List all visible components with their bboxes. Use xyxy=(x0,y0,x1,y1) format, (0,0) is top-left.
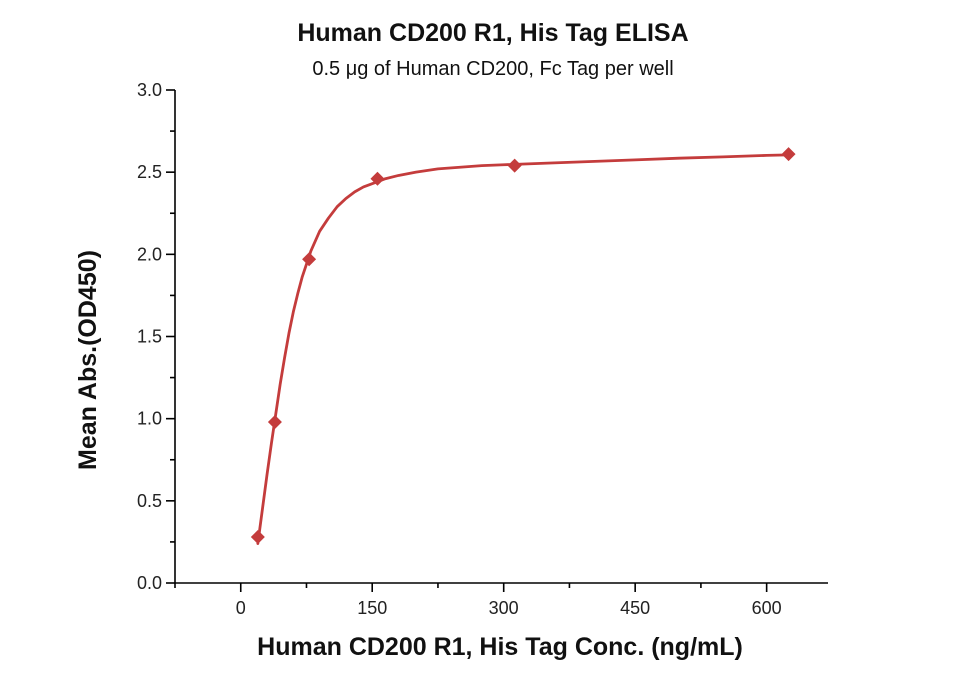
y-tick-label: 1.0 xyxy=(137,409,162,429)
y-axis-label: Mean Abs.(OD450) xyxy=(74,250,102,470)
data-points xyxy=(250,147,796,544)
data-point xyxy=(781,147,796,162)
data-point xyxy=(267,414,282,429)
x-tick-label: 300 xyxy=(489,598,519,618)
x-axis-label: Human CD200 R1, His Tag Conc. (ng/mL) xyxy=(257,633,743,661)
y-tick-label: 3.0 xyxy=(137,80,162,100)
chart-title: Human CD200 R1, His Tag ELISA xyxy=(297,19,688,47)
y-tick-label: 1.5 xyxy=(137,327,162,347)
fit-curve xyxy=(256,153,790,545)
x-ticks: 0 150 300 450 600 xyxy=(174,583,782,618)
chart-subtitle: 0.5 μg of Human CD200, Fc Tag per well xyxy=(312,58,673,80)
x-tick-label: 0 xyxy=(236,598,246,618)
y-tick-label: 0.5 xyxy=(137,491,162,511)
x-tick-label: 150 xyxy=(357,598,387,618)
y-tick-label: 2.0 xyxy=(137,244,162,264)
x-tick-label: 450 xyxy=(620,598,650,618)
y-tick-label: 2.5 xyxy=(137,162,162,182)
data-point xyxy=(507,158,522,173)
data-point xyxy=(250,529,265,544)
y-ticks: 0.0 0.5 1.0 1.5 2.0 2.5 3.0 xyxy=(137,80,175,593)
x-tick-label: 600 xyxy=(752,598,782,618)
data-point xyxy=(302,252,317,267)
y-tick-label: 0.0 xyxy=(137,573,162,593)
data-point xyxy=(370,171,385,186)
